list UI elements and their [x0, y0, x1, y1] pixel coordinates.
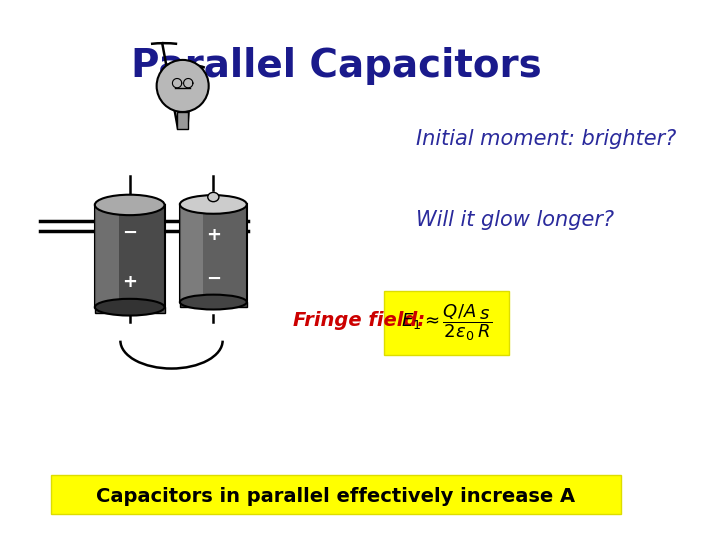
Text: Will it glow longer?: Will it glow longer? [416, 210, 614, 230]
Bar [177, 112, 188, 129]
Bar [180, 205, 203, 302]
Bar [180, 205, 247, 302]
Ellipse shape [95, 195, 165, 215]
Text: $E_1 \approx \dfrac{Q/A}{2\varepsilon_0}\dfrac{s}{R}$: $E_1 \approx \dfrac{Q/A}{2\varepsilon_0}… [401, 302, 492, 343]
Bar [180, 302, 247, 307]
Bar [95, 307, 165, 313]
Text: Capacitors in parallel effectively increase A: Capacitors in parallel effectively incre… [96, 488, 575, 507]
Circle shape [157, 60, 209, 112]
Ellipse shape [180, 295, 247, 309]
Ellipse shape [180, 195, 247, 214]
Text: −: − [122, 224, 138, 242]
FancyBboxPatch shape [384, 291, 509, 355]
FancyBboxPatch shape [50, 475, 621, 514]
Bar [95, 205, 165, 307]
Ellipse shape [208, 192, 219, 201]
Text: −: − [206, 271, 221, 288]
Text: Parallel Capacitors: Parallel Capacitors [130, 47, 541, 85]
Text: Initial moment: brighter?: Initial moment: brighter? [416, 130, 677, 150]
Bar [95, 205, 120, 307]
Ellipse shape [95, 299, 165, 315]
Text: Fringe field:: Fringe field: [292, 310, 425, 330]
Text: +: + [206, 226, 221, 244]
Text: +: + [122, 273, 138, 291]
